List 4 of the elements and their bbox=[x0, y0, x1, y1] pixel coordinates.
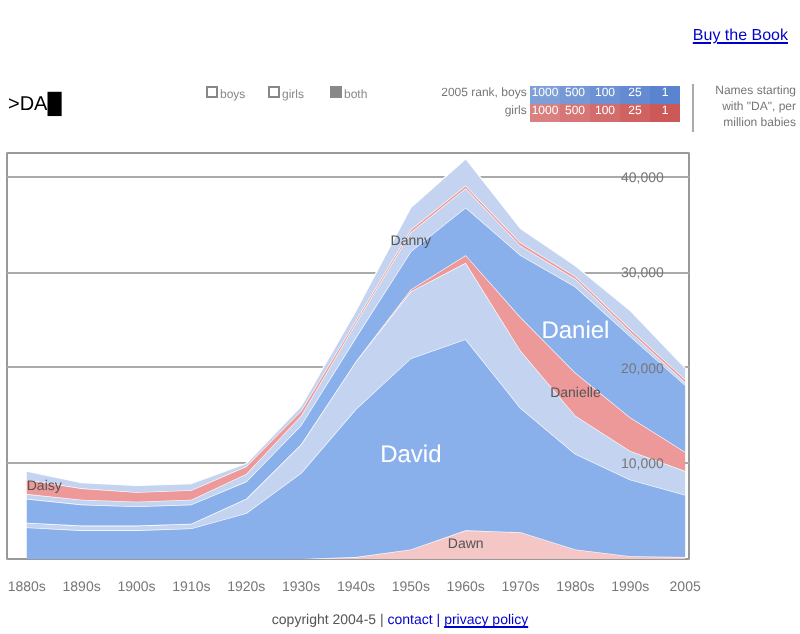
text: >DA█ bbox=[8, 92, 62, 120]
series-label: Daniel bbox=[541, 315, 610, 344]
series-label: David bbox=[380, 439, 442, 468]
text: Buy the Book bbox=[692, 24, 788, 47]
